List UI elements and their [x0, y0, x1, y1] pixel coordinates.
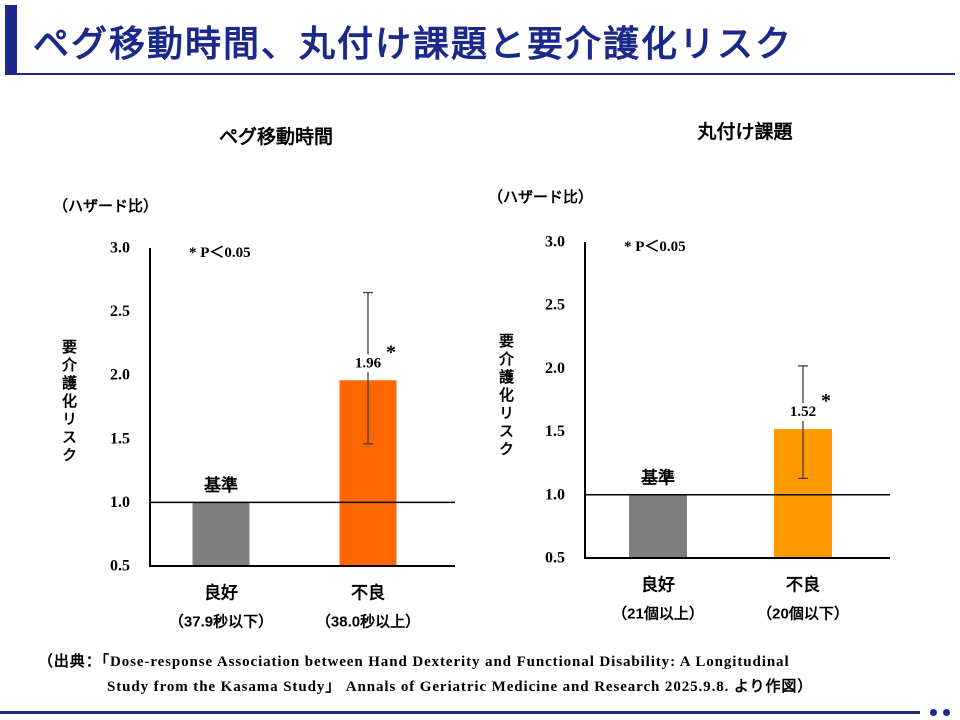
data-label-background — [349, 354, 387, 373]
y-tick-label: 0.5 — [110, 558, 130, 575]
y-tick-label: 2.5 — [110, 303, 130, 320]
data-label: 基準 — [640, 467, 675, 487]
significance-mark: * — [821, 390, 831, 412]
y-axis-label: 要介護化リスク — [60, 339, 77, 465]
slide-title: ペグ移動時間、丸付け課題と要介護化リスク — [33, 23, 794, 64]
bar — [192, 502, 250, 566]
chart-title: ペグ移動時間 — [218, 127, 333, 148]
y-unit-label: （ハザード比） — [488, 189, 594, 206]
y-unit-label: （ハザード比） — [53, 198, 159, 215]
y-tick-label: 1.0 — [545, 486, 565, 503]
footer-rule — [0, 711, 920, 714]
category-sublabel: （38.0秒以上） — [316, 613, 420, 631]
y-tick-label: 3.0 — [110, 240, 130, 257]
y-tick-label: 1.5 — [545, 423, 565, 440]
header-underline — [5, 73, 955, 75]
chart-title: 丸付け課題 — [697, 122, 793, 143]
category-label: 不良 — [786, 575, 820, 595]
y-tick-label: 3.0 — [545, 234, 565, 251]
category-label: 不良 — [351, 583, 385, 603]
data-label: 1.96 — [355, 355, 382, 371]
source-citation-line2: Study from the Kasama Study」 Annals of G… — [107, 679, 814, 695]
category-sublabel: （37.9秒以下） — [169, 613, 273, 631]
category-label: 良好 — [204, 583, 238, 603]
significance-note: * P＜0.05 — [189, 245, 251, 261]
y-axis-label: 要介護化リスク — [497, 333, 514, 459]
footer-dot — [943, 709, 950, 716]
category-sublabel: （21個以上） — [612, 605, 704, 623]
data-label: 基準 — [203, 475, 238, 495]
y-tick-label: 0.5 — [545, 550, 565, 567]
header-accent-bar — [5, 5, 17, 75]
category-label: 良好 — [641, 575, 675, 595]
data-label-background — [784, 403, 822, 422]
footer-dot — [930, 709, 937, 716]
significance-mark: * — [386, 341, 396, 363]
y-tick-label: 2.0 — [545, 360, 565, 377]
significance-note: * P＜0.05 — [624, 239, 686, 255]
error-bar — [798, 365, 808, 480]
y-tick-label: 1.5 — [110, 430, 130, 447]
data-label: 1.52 — [790, 404, 816, 420]
category-sublabel: （20個以下） — [757, 605, 849, 623]
y-tick-label: 2.5 — [545, 297, 565, 314]
y-tick-label: 2.0 — [110, 367, 130, 384]
source-citation-line1: （出典：「Dose-response Association between H… — [38, 654, 790, 670]
y-tick-label: 1.0 — [110, 494, 130, 511]
bar — [629, 494, 687, 558]
